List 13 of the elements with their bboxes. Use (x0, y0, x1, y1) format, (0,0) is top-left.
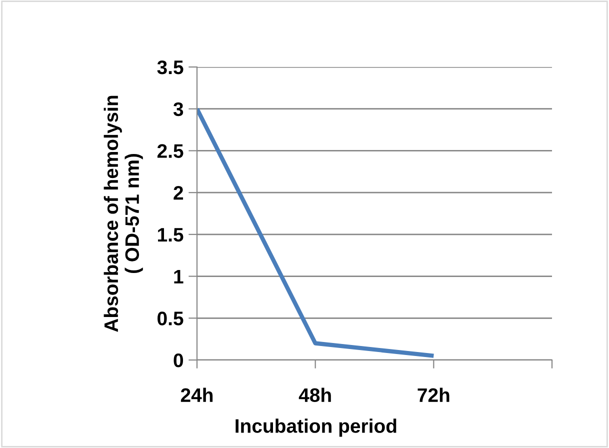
y-axis-title: Absorbance of hemolysin ( OD-571 nm) (104, 96, 143, 332)
y-tick-label: 1.5 (158, 228, 184, 242)
y-tick-label: 3.5 (157, 60, 184, 74)
x-tick-label: 72h (418, 388, 450, 402)
x-tick-label: 24h (180, 388, 213, 402)
y-tick-label: 0 (174, 353, 184, 368)
x-tick-label: 48h (298, 388, 331, 402)
y-tick-label: 2.5 (157, 144, 184, 158)
x-axis-title: Incubation period (236, 418, 396, 437)
y-tick-label: 0.5 (158, 312, 184, 326)
y-tick-label: 1 (174, 270, 184, 284)
y-tick-label: 3 (173, 102, 184, 116)
y-tick-label: 2 (174, 186, 184, 200)
